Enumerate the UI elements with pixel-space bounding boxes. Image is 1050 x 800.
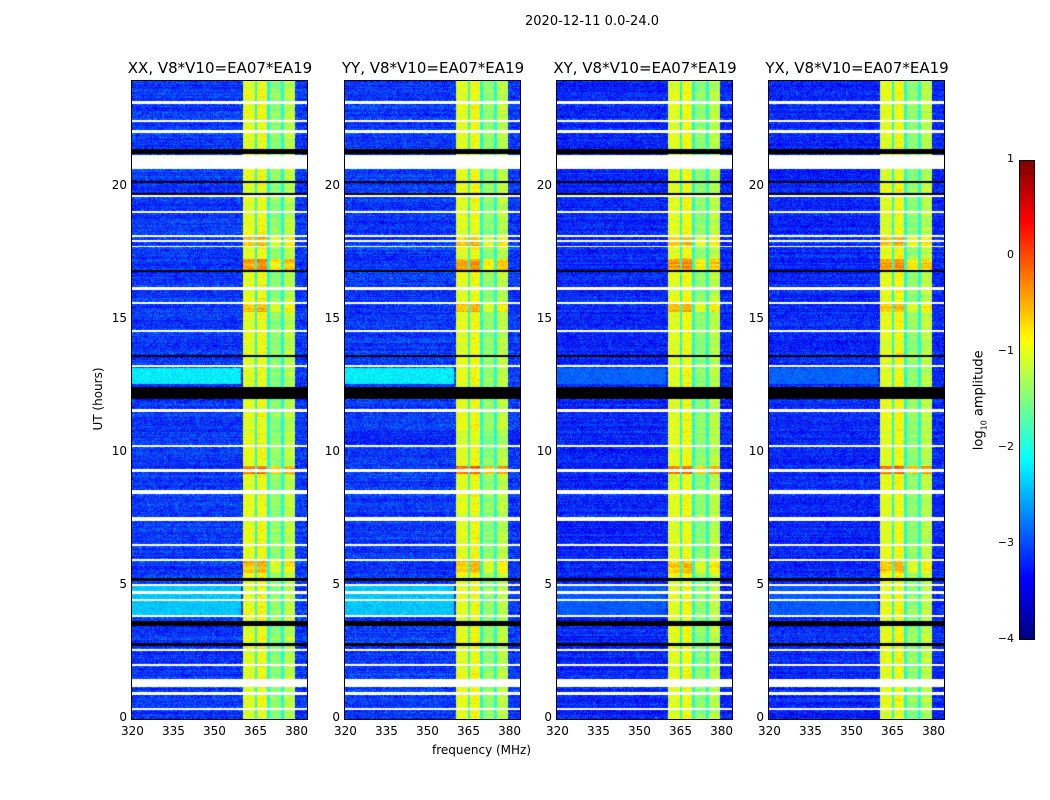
y-tick-label: 15	[748, 311, 764, 326]
y-tick-label: 20	[536, 178, 552, 193]
panel-title: XX, V8*V10=EA07*EA19	[127, 59, 313, 77]
heatmap-cells	[557, 81, 732, 719]
y-tick-label: 10	[748, 444, 764, 459]
panel-title: XY, V8*V10=EA07*EA19	[553, 59, 737, 77]
x-tick-label: 380	[710, 724, 733, 738]
y-tick-label: 15	[324, 311, 340, 326]
x-tick-label: 335	[799, 724, 822, 738]
x-tick-label: 380	[498, 724, 521, 738]
y-tick-label: 20	[111, 178, 127, 193]
y-tick-label: 20	[748, 178, 764, 193]
colorbar-tick-label: 1	[1007, 152, 1014, 165]
x-tick-label: 365	[457, 724, 480, 738]
colorbar	[1019, 160, 1035, 640]
y-tick-label: 15	[111, 311, 127, 326]
colorbar-label-sub: 10	[979, 420, 989, 431]
y-tick-label: 0	[544, 710, 552, 724]
y-tick-label: 0	[332, 710, 340, 724]
y-tick-label: 5	[544, 577, 552, 592]
colorbar-gradient	[1020, 161, 1034, 639]
y-tick-label: 5	[332, 577, 340, 592]
y-tick-label: 10	[324, 444, 340, 459]
y-tick-label: 0	[119, 710, 127, 724]
y-tick-label: 0	[756, 710, 764, 724]
x-tick-label: 320	[121, 724, 144, 738]
x-tick-label: 320	[758, 724, 781, 738]
y-tick-label: 10	[111, 444, 127, 459]
heatmap-panel	[131, 80, 308, 720]
x-tick-label: 365	[244, 724, 267, 738]
x-axis-label: frequency (MHz)	[432, 743, 532, 757]
colorbar-tick-label: 0	[1007, 248, 1014, 261]
heatmap-cells	[769, 81, 944, 719]
x-tick-label: 380	[285, 724, 308, 738]
x-tick-label: 350	[416, 724, 439, 738]
x-tick-label: 335	[162, 724, 185, 738]
x-tick-label: 335	[587, 724, 610, 738]
panel-title: YX, V8*V10=EA07*EA19	[765, 59, 949, 77]
heatmap-panel	[556, 80, 733, 720]
figure-title: 2020-12-11 0.0-24.0	[525, 14, 659, 29]
heatmap-cells	[345, 81, 520, 719]
colorbar-label-rest: amplitude	[971, 350, 987, 421]
colorbar-tick-label: −1	[997, 344, 1014, 357]
x-tick-label: 365	[881, 724, 904, 738]
y-tick-label: 5	[756, 577, 764, 592]
y-tick-label: 5	[119, 577, 127, 592]
x-tick-label: 350	[628, 724, 651, 738]
heatmap-panel	[344, 80, 521, 720]
x-tick-label: 350	[840, 724, 863, 738]
heatmap-cells	[132, 81, 307, 719]
y-tick-label: 10	[536, 444, 552, 459]
colorbar-label: log10 amplitude	[972, 350, 989, 450]
x-tick-label: 380	[922, 724, 945, 738]
x-tick-label: 320	[546, 724, 569, 738]
x-tick-label: 335	[375, 724, 398, 738]
x-tick-label: 320	[334, 724, 357, 738]
heatmap-panel	[768, 80, 945, 720]
colorbar-tick-label: −3	[997, 536, 1014, 549]
y-tick-label: 15	[536, 311, 552, 326]
y-axis-label: UT (hours)	[91, 367, 105, 431]
x-tick-label: 365	[669, 724, 692, 738]
y-tick-label: 20	[324, 178, 340, 193]
colorbar-tick-label: −4	[997, 632, 1014, 645]
colorbar-tick-label: −2	[997, 440, 1014, 453]
x-tick-label: 350	[203, 724, 226, 738]
colorbar-label-base: log	[971, 430, 987, 451]
panel-title: YY, V8*V10=EA07*EA19	[341, 59, 525, 77]
